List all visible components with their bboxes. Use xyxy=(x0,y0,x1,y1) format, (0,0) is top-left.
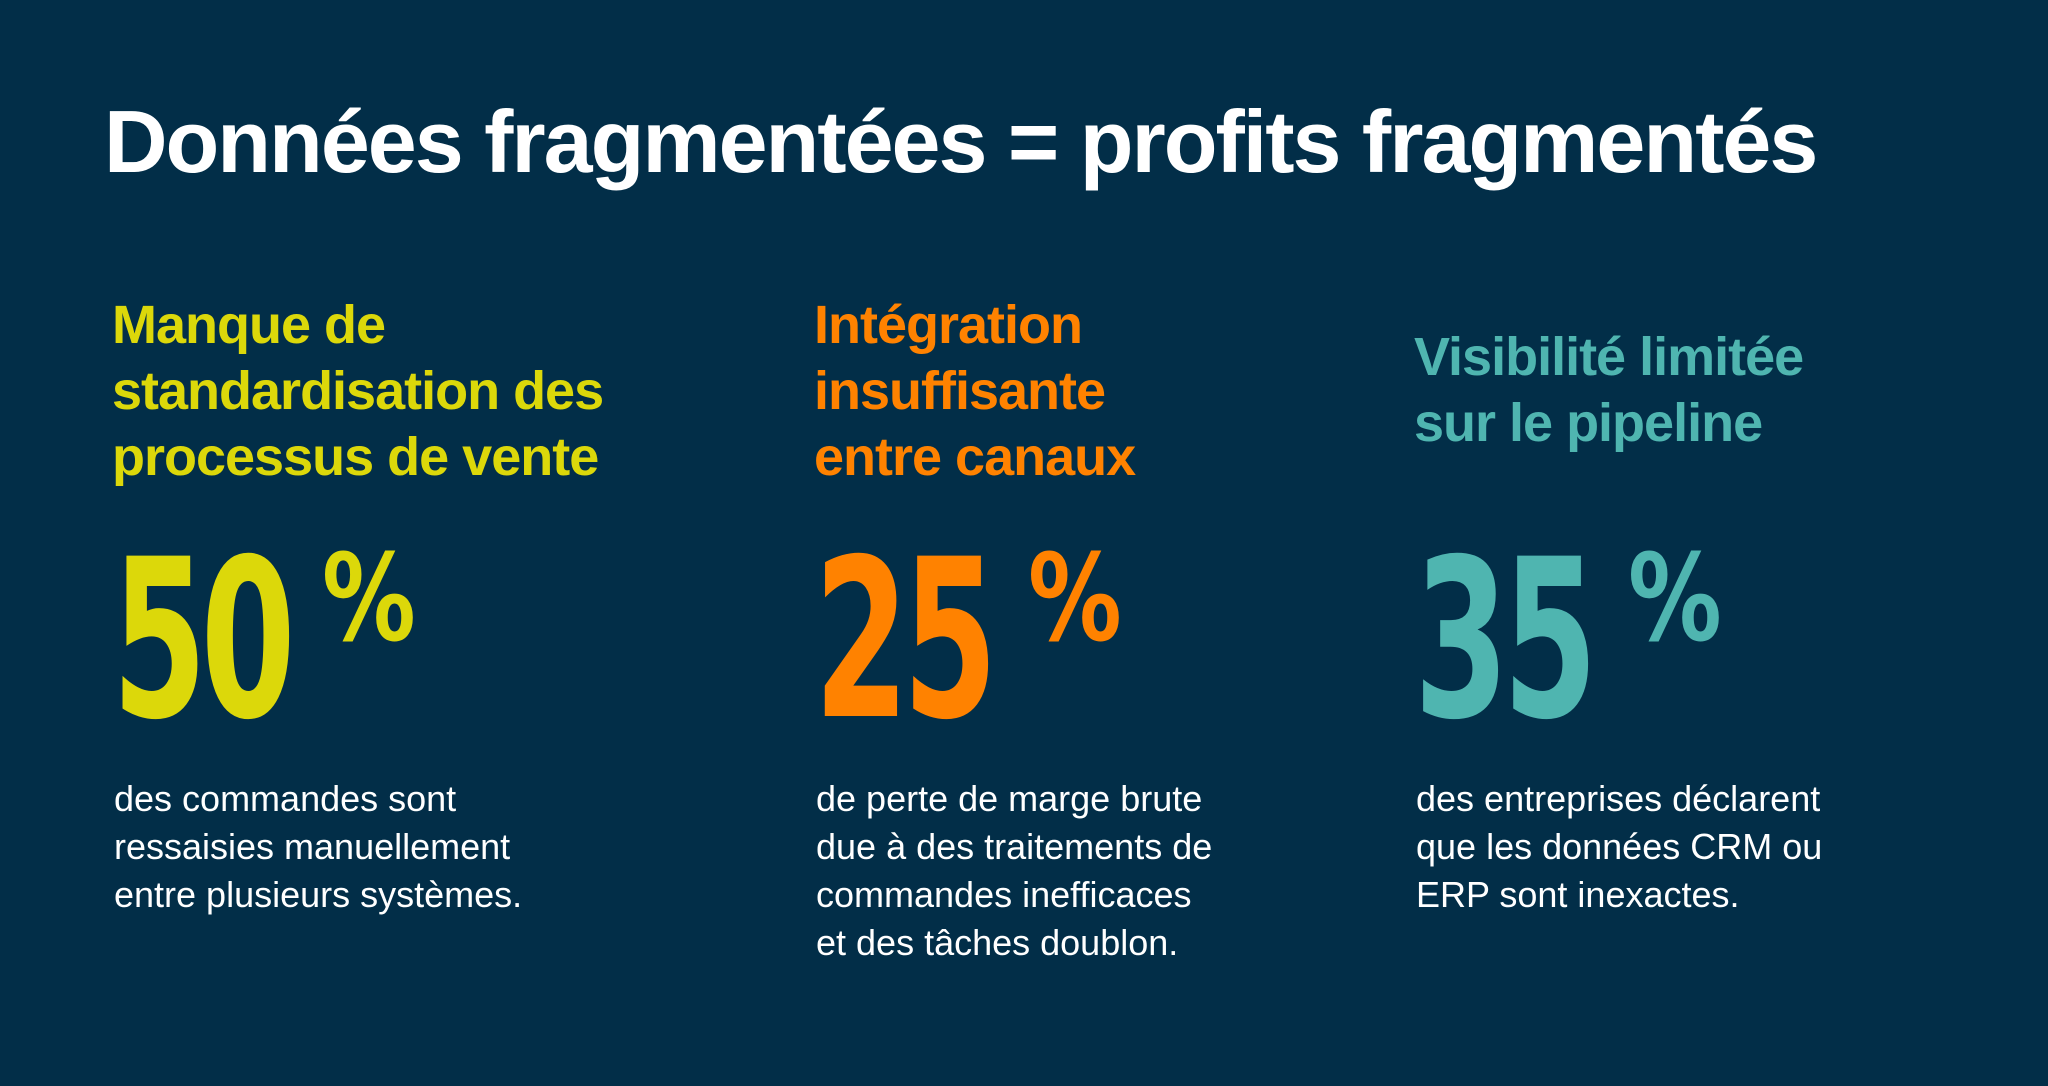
column-heading: Intégration insuffisante entre canaux xyxy=(814,295,1136,487)
stat-column-integration: Intégration insuffisante entre canaux 25… xyxy=(814,0,1374,1086)
stat-description: des entreprises déclarent que les donnée… xyxy=(1416,778,1823,915)
stat-percent-sign: % xyxy=(1028,530,1122,669)
stat-figure: 50 % xyxy=(112,512,416,768)
stat-number: 50 xyxy=(112,512,296,768)
stat-number: 35 xyxy=(1414,512,1598,768)
stat-column-visibilite: Visibilité limitée sur le pipeline 35 % … xyxy=(1414,0,2014,1086)
stat-number: 25 xyxy=(814,512,998,768)
stat-percent-sign: % xyxy=(1628,530,1722,669)
stat-percent-sign: % xyxy=(322,530,416,669)
stat-description: de perte de marge brute due à des traite… xyxy=(816,778,1213,963)
column-heading: Visibilité limitée sur le pipeline xyxy=(1414,327,1804,453)
stat-description: des commandes sont ressaisies manuelleme… xyxy=(114,778,523,915)
stat-column-standardisation: Manque de standardisation des processus … xyxy=(112,0,732,1086)
page-title: Données fragmentées = profits fragmentés xyxy=(104,92,1818,191)
stat-figure: 35 % xyxy=(1414,512,1722,768)
column-heading: Manque de standardisation des processus … xyxy=(112,295,604,487)
stat-figure: 25 % xyxy=(814,512,1122,768)
